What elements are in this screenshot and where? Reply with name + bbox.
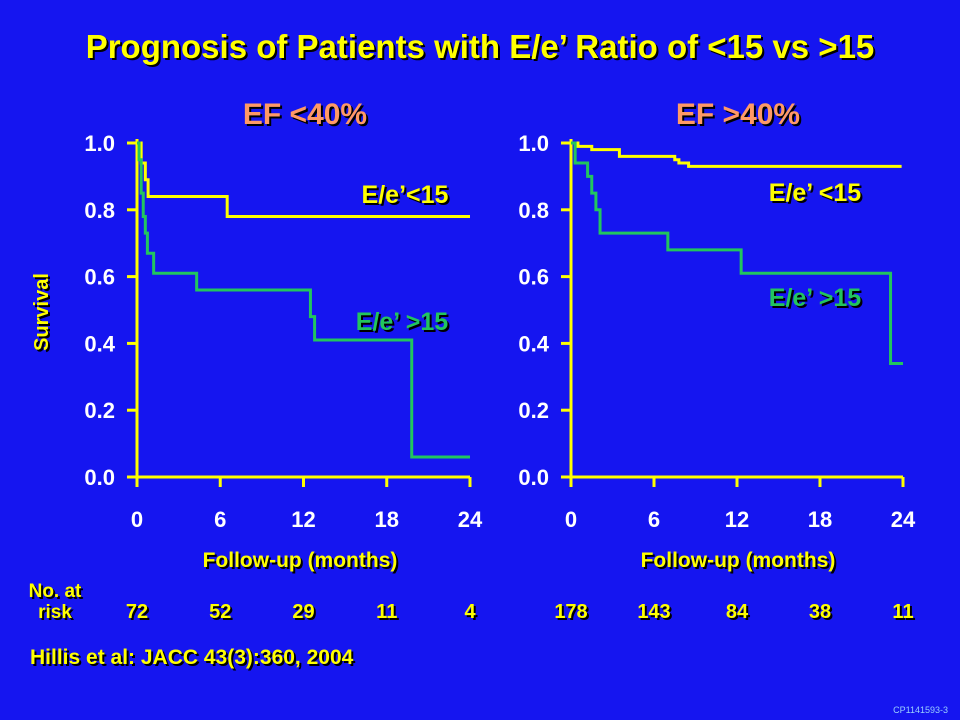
- svg-text:E/e’ >15: E/e’ >15: [356, 308, 449, 336]
- svg-text:178: 178: [554, 601, 587, 623]
- svg-text:72: 72: [128, 603, 150, 625]
- slide-title: Prognosis of Patients with E/e’ Ratio of…: [85, 28, 875, 65]
- survival-curve-low: [137, 141, 470, 218]
- x-tick-label: 18: [375, 507, 399, 532]
- svg-text:E/e’ >15: E/e’ >15: [769, 284, 862, 312]
- svg-text:11: 11: [378, 603, 399, 625]
- y-tick-label: 0.2: [518, 398, 549, 423]
- x-tick-label: 24: [891, 507, 916, 532]
- svg-text:11: 11: [892, 601, 913, 623]
- y-tick-label: 0.6: [518, 265, 549, 290]
- x-tick-label: 0: [565, 507, 577, 532]
- survival-curve-high: [571, 141, 903, 365]
- x-tick-label: 6: [648, 507, 660, 532]
- y-tick-label: 0.2: [84, 398, 115, 423]
- svg-text:29: 29: [294, 603, 316, 625]
- svg-text:Survival: Survival: [31, 273, 53, 351]
- svg-text:EF <40%: EF <40%: [245, 100, 369, 133]
- series-label-high: E/e’ >15E/e’ >15: [769, 284, 864, 314]
- at-risk-label: No. at risk: [28, 581, 82, 623]
- svg-text:11: 11: [376, 601, 397, 623]
- svg-text:11: 11: [894, 603, 915, 625]
- svg-text:Follow-up (months): Follow-up (months): [205, 551, 400, 574]
- y-tick-label: 0.0: [518, 465, 549, 490]
- y-tick-label: 0.6: [84, 265, 115, 290]
- y-tick-label: 1.0: [84, 131, 115, 156]
- svg-text:Follow-up (months): Follow-up (months): [643, 551, 838, 574]
- svg-text:84: 84: [728, 603, 751, 625]
- svg-text:E/e’<15: E/e’<15: [364, 183, 451, 211]
- x-tick-label: 24: [458, 507, 483, 532]
- svg-text:EF >40%: EF >40%: [678, 100, 802, 133]
- series-label-high: E/e’ >15E/e’ >15: [356, 308, 451, 338]
- y-tick-label: 0.4: [84, 331, 115, 356]
- svg-text:E/e’ <15: E/e’ <15: [771, 181, 864, 209]
- x-tick-label: 6: [214, 507, 226, 532]
- svg-text:EF <40%: EF <40%: [243, 98, 367, 131]
- at-risk-count: 44: [464, 601, 478, 625]
- panel-title-1: EF <40%EF <40%: [243, 98, 369, 133]
- x-tick-label: 12: [291, 507, 315, 532]
- x-axis-label-2: Follow-up (months)Follow-up (months): [641, 549, 838, 574]
- svg-text:Follow-up (months): Follow-up (months): [641, 549, 836, 572]
- svg-text:29: 29: [292, 601, 314, 623]
- svg-text:Survival: Survival: [33, 275, 55, 353]
- x-axis-label-1: Follow-up (months)Follow-up (months): [203, 549, 400, 574]
- svg-text:143: 143: [637, 601, 670, 623]
- series-label-low: E/e’ <15E/e’ <15: [769, 179, 864, 209]
- x-tick-label: 18: [808, 507, 832, 532]
- svg-text:4: 4: [466, 603, 478, 625]
- svg-text:143: 143: [639, 603, 672, 625]
- y-tick-label: 0.8: [84, 198, 115, 223]
- y-tick-label: 0.8: [518, 198, 549, 223]
- svg-text:E/e’<15: E/e’<15: [362, 181, 449, 209]
- svg-text:84: 84: [726, 601, 749, 623]
- y-tick-label: 1.0: [518, 131, 549, 156]
- svg-text:52: 52: [211, 603, 233, 625]
- svg-text:Follow-up (months): Follow-up (months): [203, 549, 398, 572]
- x-tick-label: 0: [131, 507, 143, 532]
- svg-text:178: 178: [556, 603, 589, 625]
- citation: Hillis et al: JACC 43(3):360, 2004: [30, 646, 354, 669]
- svg-text:EF >40%: EF >40%: [676, 98, 800, 131]
- survival-curve-high: [137, 141, 470, 459]
- panel-title-2: EF >40%EF >40%: [676, 98, 802, 133]
- svg-text:E/e’ <15: E/e’ <15: [769, 179, 862, 207]
- slide-code: CP1141593-3: [893, 705, 948, 715]
- x-tick-label: 12: [725, 507, 749, 532]
- svg-text:38: 38: [811, 603, 833, 625]
- svg-text:4: 4: [464, 601, 476, 623]
- svg-text:E/e’ >15: E/e’ >15: [771, 286, 864, 314]
- y-tick-label: 0.0: [84, 465, 115, 490]
- series-label-low: E/e’<15E/e’<15: [362, 181, 451, 211]
- survival-curve-low: [571, 141, 902, 168]
- svg-text:E/e’ >15: E/e’ >15: [358, 310, 451, 338]
- svg-text:52: 52: [209, 601, 231, 623]
- svg-text:72: 72: [126, 601, 148, 623]
- svg-text:38: 38: [809, 601, 831, 623]
- y-tick-label: 0.4: [518, 331, 549, 356]
